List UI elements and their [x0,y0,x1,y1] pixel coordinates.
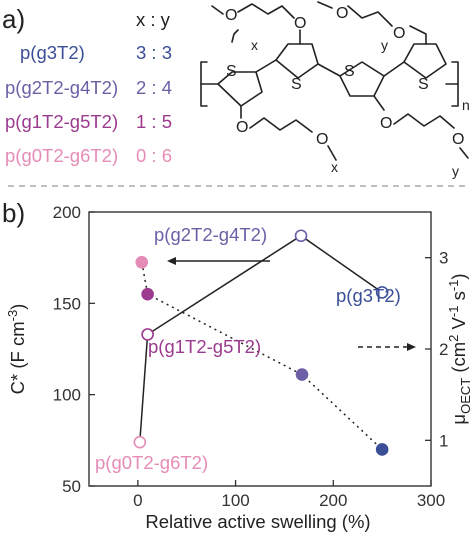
annotation-g0t2-g6t2: p(g0T2-g6T2) [95,452,208,473]
lower-chain-b-y: y [452,163,459,179]
x-tick-label: 100 [221,491,249,510]
panel-a: a) x : y p(g3T2) 3 : 3 p(g2T2-g4T2) 2 : … [2,1,470,179]
y-right-tick-label: 3 [439,249,448,268]
oxygen-atom-lower-b-end: O [452,131,464,148]
ring-bond-3 [383,61,405,77]
lower-chain-b-methyl [459,147,469,159]
panel-b: b) 0 100 200 300 50 100 150 200 1 2 3 Relative a… [2,198,473,532]
polymer-ratio-g0t2-g6t2: 0 : 6 [136,145,172,166]
repeat-n: n [462,97,470,113]
thiophene-ring-3 [339,61,385,97]
capacitance-point-2 [294,229,308,243]
oxygen-atom-lower-a-end: O [316,131,328,148]
y-axis-right-title-text: μOECT (cm2 V-1 s-1) [446,273,473,424]
y-left-tick-label: 100 [53,386,81,405]
thiophene-ring-1 [217,71,263,107]
lower-chain-b [393,113,455,129]
y-axis-left: 50 100 150 200 [53,203,95,496]
polymer-ratio-g2t2-g4t2: 2 : 4 [136,77,172,98]
lower-chain-a-x: x [331,159,338,175]
series-points [133,229,389,456]
x-tick-label: 200 [319,491,347,510]
upper-chain-b [347,5,393,27]
mobility-point-1 [141,287,154,301]
y-axis-left-title: C* (F cm-3) [5,304,28,395]
oxygen-atom-lower-a: O [236,119,248,136]
sulfur-atom-2: S [291,76,302,93]
x-axis-title: Relative active swelling (%) [145,511,370,532]
oxygen-atom-upper-b: O [393,25,405,42]
annotation-g2t2-g4t2: p(g2T2-g4T2) [154,224,267,245]
y-left-tick-label: 50 [62,477,81,496]
capacitance-point-3 [375,286,389,299]
x-axis: 0 100 200 300 [133,480,445,510]
polymer-name-g2t2-g4t2: p(g2T2-g4T2) [5,77,118,98]
upper-chain-a-bracket [231,29,239,43]
x-tick-label: 300 [417,491,445,510]
panel-b-label: b) [2,198,25,228]
annotation-g1t2-g5t2: p(g1T2-g5T2) [148,336,261,357]
upper-chain-b-y: y [381,37,388,53]
oxygen-atom-upper-a: O [294,15,306,32]
y-left-tick-label: 200 [53,203,81,222]
sulfur-atom-1: S [226,63,237,80]
series-lines [139,234,383,451]
polymer-ratio-g1t2-g5t2: 1 : 5 [136,111,172,132]
capacitance-series-line [139,234,383,443]
mobility-point-3 [375,443,389,456]
xy-header: x : y [136,9,171,30]
annotation-g3t2: p(g3T2) [336,285,401,306]
ring-bond-2 [317,63,341,77]
panel-a-label: a) [2,4,25,34]
thiophene-ring-2 [275,43,319,79]
y-axis-right-title: μOECT (cm2 V-1 s-1) [446,273,473,424]
mobility-point-0 [135,255,149,269]
upper-chain-b-methyl [317,1,333,9]
y-axis-right: 1 2 3 [425,249,448,450]
lower-chain-a-methyl [327,145,337,161]
polymer-name-g1t2-g5t2: p(g1T2-g5T2) [5,111,118,132]
upper-chain-b-stub [409,25,427,45]
capacitance-point-0 [133,435,147,449]
polymer-name-g0t2-g6t2: p(g0T2-g6T2) [5,145,118,166]
x-tick-label: 0 [133,491,142,510]
y-right-tick-label: 1 [439,431,448,450]
oxygen-atom-lower-b: O [380,115,392,132]
upper-chain-a-methyl [211,5,224,15]
oxygen-atom-upper-a-end: O [225,7,237,24]
lower-chain-b-stub [373,95,385,111]
upper-chain-a [237,3,295,19]
upper-chain-a-x: x [251,37,258,53]
polymer-ratio-g3t2: 3 : 3 [136,42,172,63]
lower-chain-a [249,117,313,133]
oxygen-atom-upper-b-end: O [336,5,348,22]
sulfur-atom-3: S [344,63,355,80]
chemical-structure: n S S S S O x O [200,1,470,179]
thiophene-ring-4 [403,43,447,79]
mobility-point-2 [295,368,309,381]
y-left-tick-label: 150 [53,294,81,313]
polymer-name-g3t2: p(g3T2) [20,42,85,63]
y-right-tick-label: 2 [439,340,448,359]
ring-bond-1 [255,59,277,73]
y-axis-left-title-text: C* (F cm-3) [5,304,28,395]
capacitance-point-1 [141,328,154,341]
sulfur-atom-4: S [418,76,429,93]
